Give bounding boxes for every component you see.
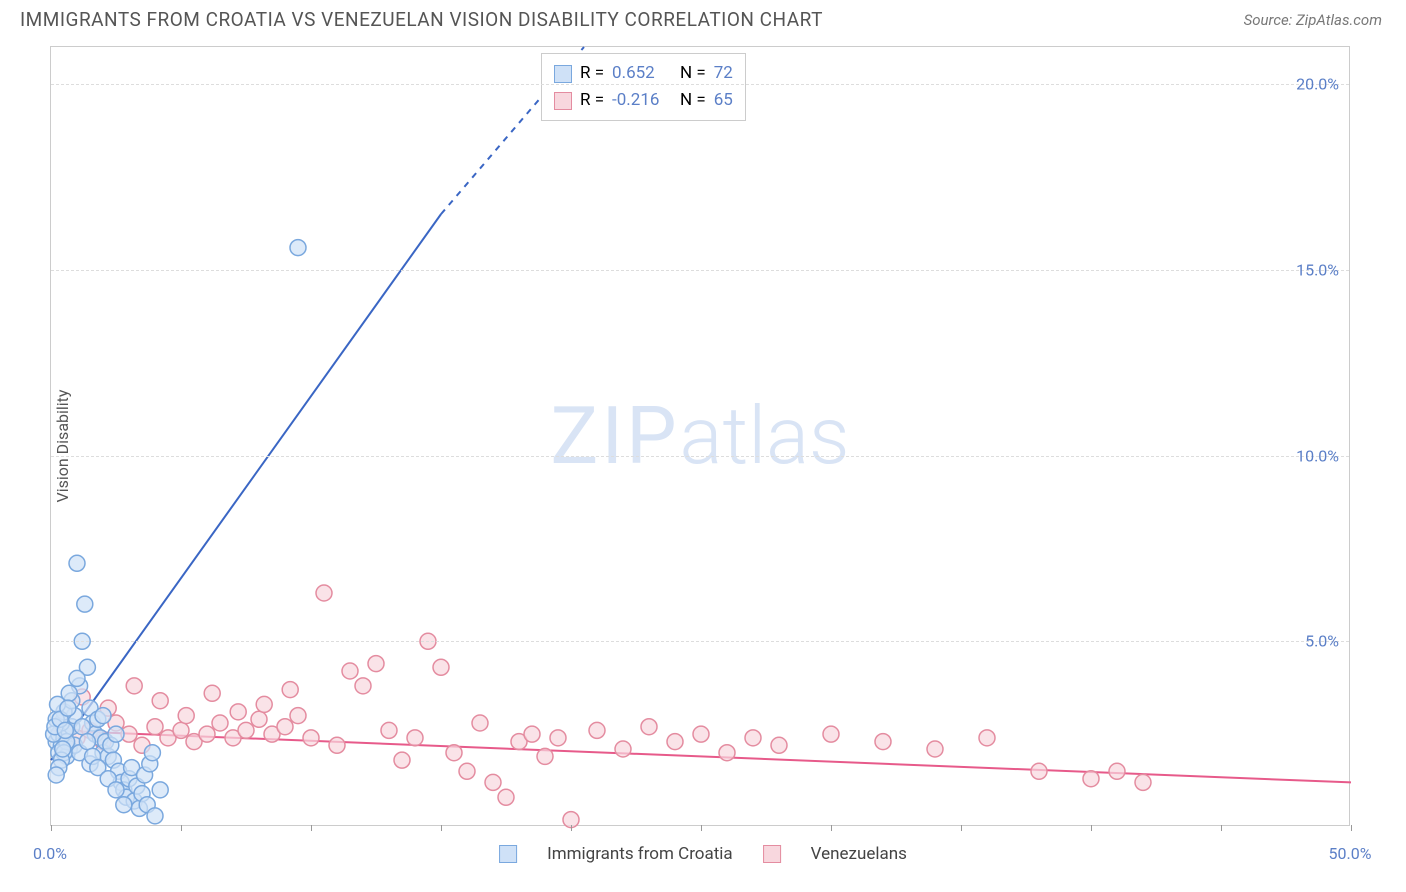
x-tick-mark — [571, 825, 572, 831]
gridline — [51, 84, 1349, 85]
n-label-2: N = — [680, 87, 706, 114]
n-value-2: 65 — [714, 87, 733, 114]
gridline — [51, 641, 1349, 642]
chart-plot-area: ZIPatlas R = 0.652 N = 72 R = -0.216 N =… — [50, 46, 1350, 826]
x-tick-mark — [701, 825, 702, 831]
legend-label-croatia: Immigrants from Croatia — [547, 844, 733, 864]
y-tick-label: 20.0% — [1296, 75, 1339, 94]
r-label-2: R = — [580, 87, 604, 114]
r-label-1: R = — [580, 60, 604, 87]
r-value-2: -0.216 — [612, 87, 672, 114]
swatch-croatia — [554, 65, 572, 83]
x-tick-mark — [441, 825, 442, 831]
stat-legend-row-2: R = -0.216 N = 65 — [554, 87, 733, 114]
gridline — [51, 270, 1349, 271]
n-value-1: 72 — [714, 60, 733, 87]
x-tick-mark — [831, 825, 832, 831]
swatch-croatia-bottom — [499, 845, 517, 863]
legend-label-venezuela: Venezuelans — [811, 844, 907, 864]
r-value-1: 0.652 — [612, 60, 672, 87]
x-tick-mark — [181, 825, 182, 831]
source-label: Source: ZipAtlas.com — [1244, 11, 1382, 29]
y-tick-label: 15.0% — [1296, 260, 1339, 279]
x-tick-mark — [51, 825, 52, 831]
stat-legend-row-1: R = 0.652 N = 72 — [554, 60, 733, 87]
bottom-legend: Immigrants from Croatia Venezuelans — [499, 844, 907, 864]
x-tick-mark — [1351, 825, 1352, 831]
x-tick-mark — [961, 825, 962, 831]
x-tick-mark — [311, 825, 312, 831]
y-tick-label: 5.0% — [1305, 632, 1339, 651]
x-axis-max-label: 50.0% — [1329, 844, 1372, 863]
swatch-venezuela — [554, 92, 572, 110]
gridline — [51, 456, 1349, 457]
x-axis-min-label: 0.0% — [33, 844, 67, 863]
x-tick-mark — [1091, 825, 1092, 831]
y-tick-label: 10.0% — [1296, 446, 1339, 465]
n-label-1: N = — [680, 60, 706, 87]
swatch-venezuela-bottom — [763, 845, 781, 863]
scatter-svg — [51, 47, 1349, 825]
chart-title: IMMIGRANTS FROM CROATIA VS VENEZUELAN VI… — [20, 8, 823, 31]
x-tick-mark — [1221, 825, 1222, 831]
stat-legend-box: R = 0.652 N = 72 R = -0.216 N = 65 — [541, 53, 746, 121]
